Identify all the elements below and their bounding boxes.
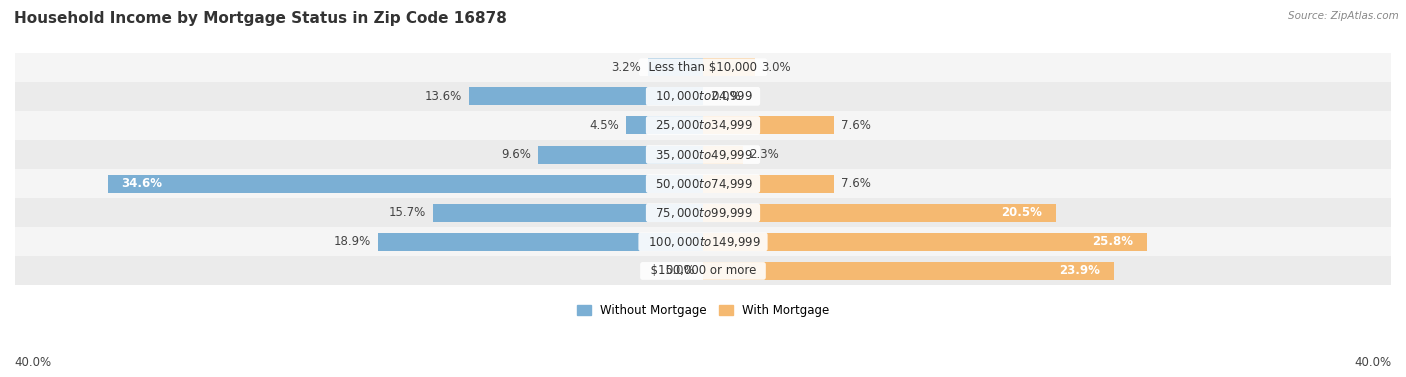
- Bar: [15, 82, 1391, 111]
- Text: 40.0%: 40.0%: [14, 357, 51, 369]
- Text: 20.5%: 20.5%: [1001, 206, 1042, 219]
- Text: $50,000 to $74,999: $50,000 to $74,999: [648, 177, 758, 191]
- Bar: [470, 87, 703, 105]
- Bar: [538, 146, 703, 164]
- Text: 4.5%: 4.5%: [589, 119, 619, 132]
- Bar: [378, 233, 703, 251]
- Bar: [703, 175, 834, 193]
- Text: $10,000 to $24,999: $10,000 to $24,999: [648, 89, 758, 103]
- Bar: [703, 146, 742, 164]
- Bar: [433, 204, 703, 222]
- Text: Less than $10,000: Less than $10,000: [641, 61, 765, 74]
- Bar: [703, 204, 1056, 222]
- Text: $75,000 to $99,999: $75,000 to $99,999: [648, 206, 758, 220]
- Text: 7.6%: 7.6%: [841, 177, 870, 190]
- Bar: [703, 233, 1147, 251]
- Text: $150,000 or more: $150,000 or more: [643, 264, 763, 277]
- Bar: [703, 262, 1114, 280]
- Text: 40.0%: 40.0%: [1355, 357, 1392, 369]
- Bar: [703, 58, 755, 76]
- Text: 15.7%: 15.7%: [389, 206, 426, 219]
- Bar: [15, 53, 1391, 82]
- Text: $100,000 to $149,999: $100,000 to $149,999: [641, 235, 765, 249]
- Bar: [15, 256, 1391, 285]
- Bar: [703, 116, 834, 135]
- Text: 9.6%: 9.6%: [501, 148, 531, 161]
- Text: 25.8%: 25.8%: [1092, 235, 1133, 248]
- Text: 18.9%: 18.9%: [333, 235, 371, 248]
- Text: $25,000 to $34,999: $25,000 to $34,999: [648, 118, 758, 132]
- Text: 0.0%: 0.0%: [711, 90, 741, 103]
- Bar: [15, 169, 1391, 198]
- Text: Household Income by Mortgage Status in Zip Code 16878: Household Income by Mortgage Status in Z…: [14, 11, 508, 26]
- Bar: [15, 198, 1391, 227]
- Text: 3.2%: 3.2%: [612, 61, 641, 74]
- Bar: [15, 227, 1391, 256]
- Text: 7.6%: 7.6%: [841, 119, 870, 132]
- Text: 34.6%: 34.6%: [122, 177, 163, 190]
- Bar: [15, 111, 1391, 140]
- Text: $35,000 to $49,999: $35,000 to $49,999: [648, 147, 758, 162]
- Text: 2.3%: 2.3%: [749, 148, 779, 161]
- Text: Source: ZipAtlas.com: Source: ZipAtlas.com: [1288, 11, 1399, 21]
- Text: 23.9%: 23.9%: [1060, 264, 1101, 277]
- Bar: [108, 175, 703, 193]
- Bar: [15, 140, 1391, 169]
- Text: 3.0%: 3.0%: [762, 61, 792, 74]
- Bar: [626, 116, 703, 135]
- Text: 0.0%: 0.0%: [665, 264, 695, 277]
- Text: 13.6%: 13.6%: [425, 90, 463, 103]
- Legend: Without Mortgage, With Mortgage: Without Mortgage, With Mortgage: [572, 299, 834, 322]
- Bar: [648, 58, 703, 76]
